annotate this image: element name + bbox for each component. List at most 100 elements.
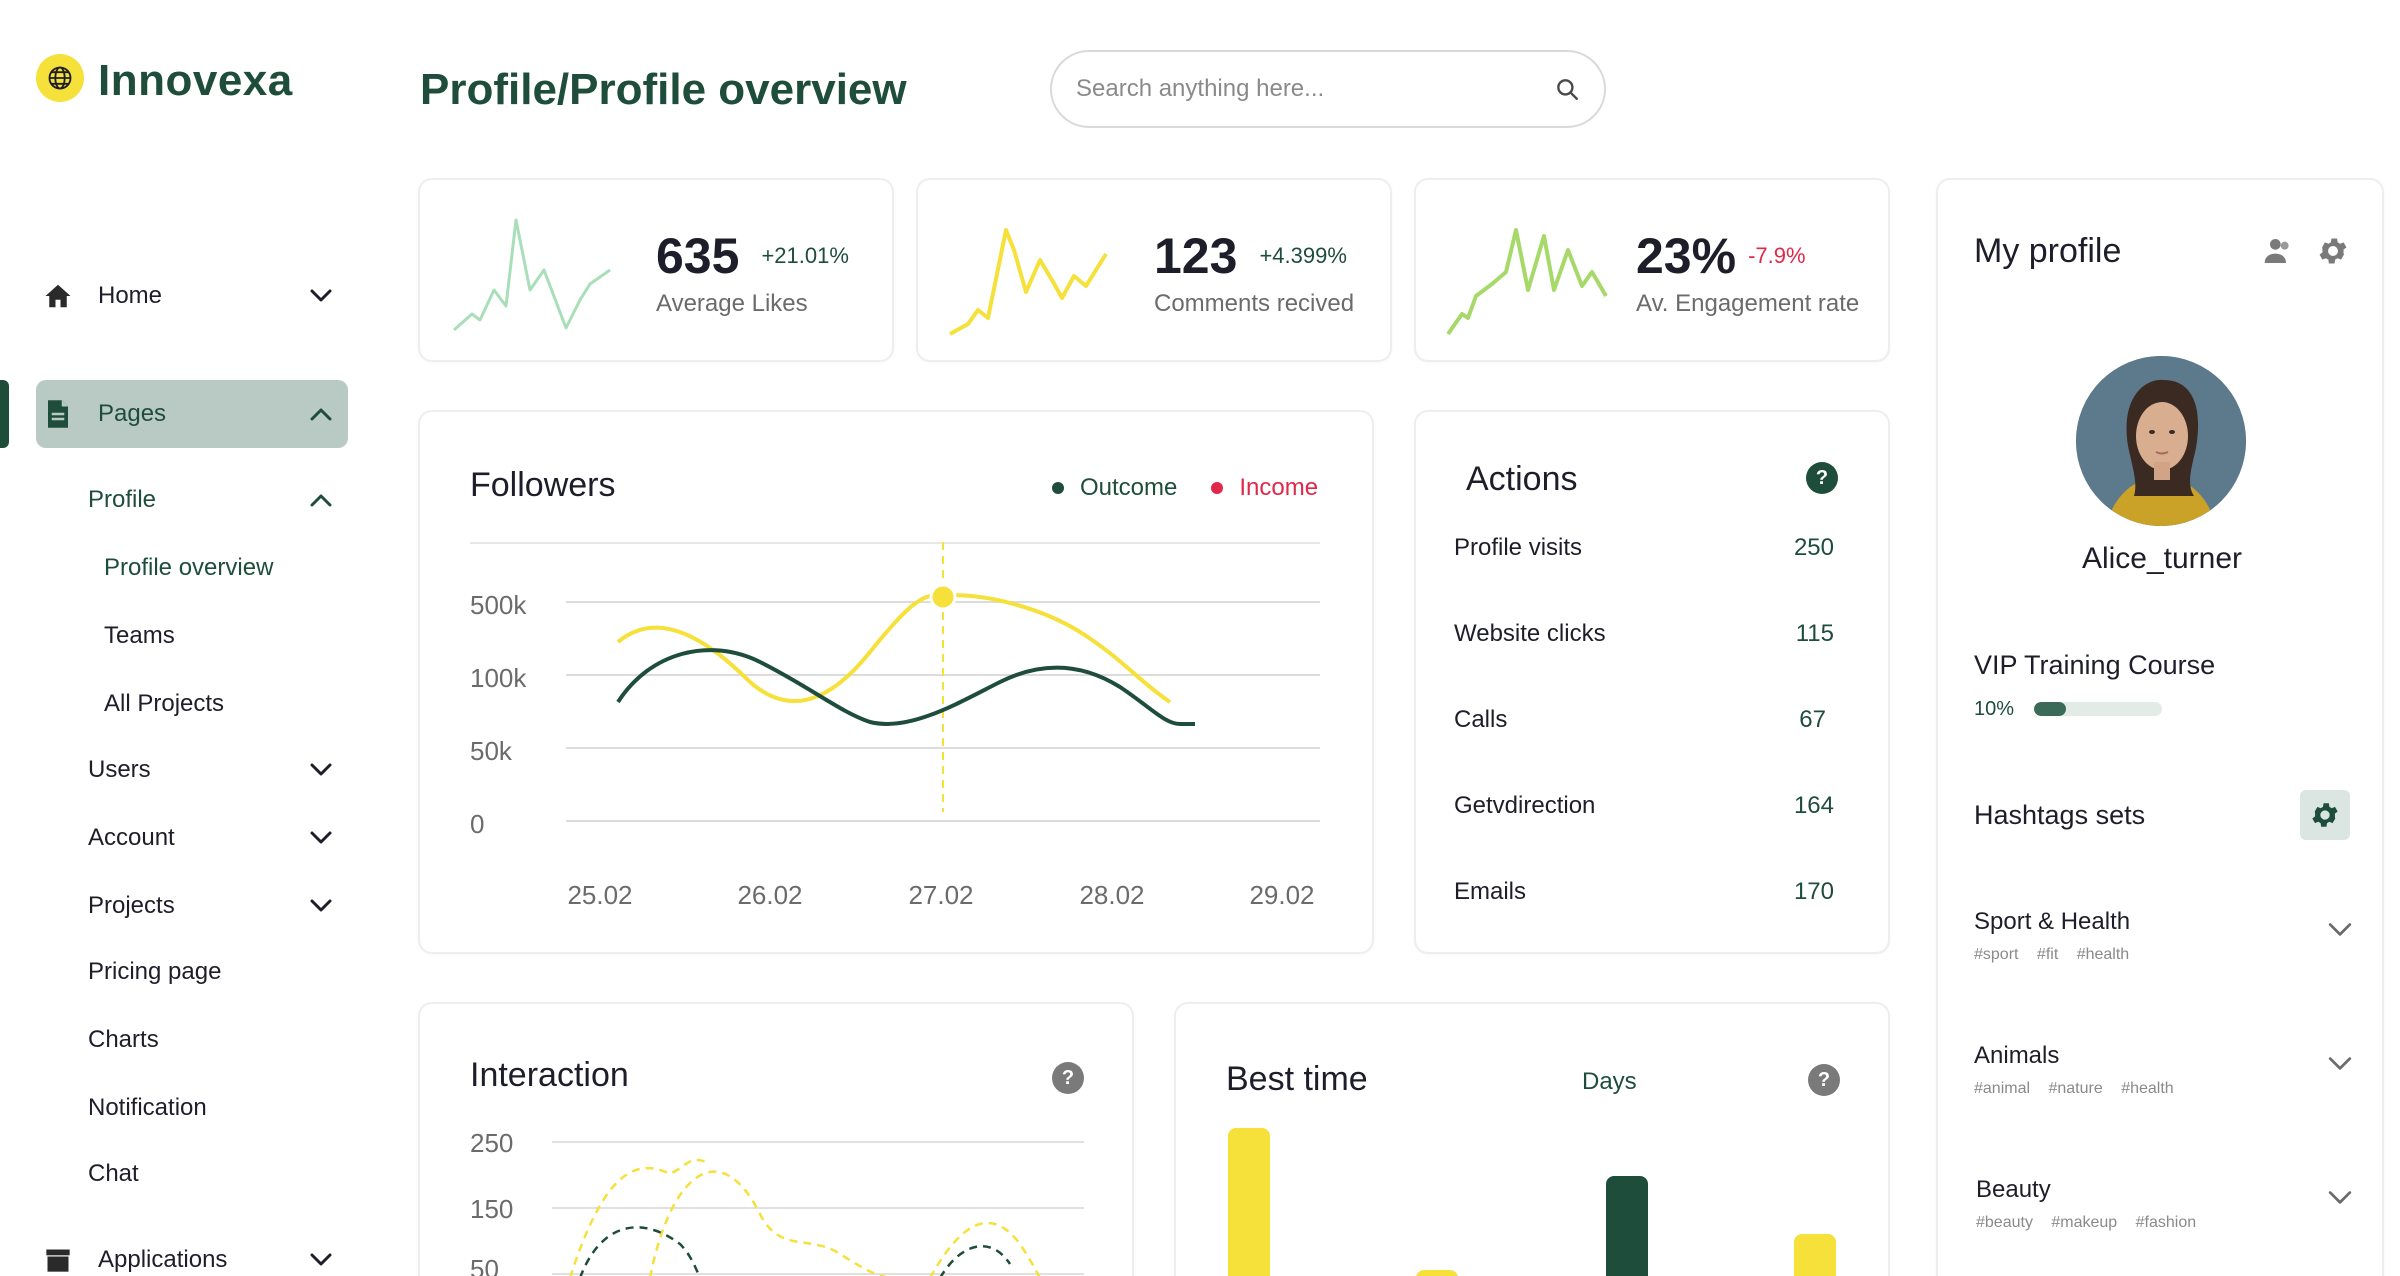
gear-icon [2312,803,2338,827]
action-row: Profile visits 250 [1454,534,1834,562]
archive-icon [42,1244,74,1276]
interaction-title: Interaction [470,1056,629,1094]
x-tick-label: 25.02 [567,880,632,910]
help-icon[interactable]: ? [1052,1062,1084,1094]
best-time-filter[interactable]: Days [1582,1068,1637,1095]
legend-item-income[interactable]: Income [1211,474,1318,502]
hashtag-settings-button[interactable] [2300,790,2350,840]
brand-name: Innovexa [98,56,293,105]
action-value: 67 [1799,706,1826,733]
sidebar-item-home[interactable]: Home [36,264,348,328]
search-bar[interactable] [1050,50,1606,128]
hashtag-set-name: Beauty [1976,1176,2051,1203]
profile-username: Alice_turner [2081,542,2243,575]
chevron-down-icon[interactable] [2328,1190,2352,1206]
sidebar-sub-label: Account [88,824,175,851]
action-row: Website clicks 115 [1454,620,1834,648]
sidebar-sub-pricing[interactable]: Pricing page [88,952,348,992]
course-progress-fill [2034,702,2066,716]
sidebar-item-label: Applications [98,1246,228,1273]
sidebar-sub-teams[interactable]: Teams [104,616,364,656]
bar[interactable] [1416,1270,1458,1276]
stat-change: +4.399% [1259,243,1347,268]
x-tick-label: 28.02 [1079,880,1144,910]
bar[interactable] [1228,1128,1270,1276]
chevron-down-icon[interactable] [306,823,336,853]
gear-icon[interactable] [2316,234,2350,273]
series-line-green [579,1226,701,1276]
chevron-up-icon[interactable] [306,485,336,515]
followers-card: Followers Outcome Income 500k 100k 50k 0… [418,410,1374,954]
sidebar-sub-projects[interactable]: Projects [88,886,348,926]
y-tick-label: 0 [470,809,484,839]
sidebar-sub-label: Teams [104,622,175,649]
sidebar-sub-label: Users [88,756,151,783]
avatar[interactable] [2076,356,2246,526]
chevron-down-icon[interactable] [306,1245,336,1275]
y-tick-label: 50k [470,736,513,766]
chevron-down-icon[interactable] [306,755,336,785]
action-label: Calls [1454,706,1508,733]
chevron-up-icon[interactable] [306,399,336,429]
y-tick-label: 500k [470,590,527,620]
search-input[interactable] [1076,75,1554,103]
sidebar-sub-label: Profile [88,486,157,513]
sidebar-sub-notification[interactable]: Notification [88,1088,348,1128]
users-icon[interactable] [2262,236,2294,271]
brand-logo[interactable] [36,54,84,102]
x-tick-label: 27.02 [908,880,973,910]
y-tick-label: 250 [470,1128,513,1158]
sidebar-sub-charts[interactable]: Charts [88,1020,348,1060]
series-line-green [939,1245,1012,1276]
action-row: Calls 67 [1454,706,1834,734]
legend-label: Outcome [1080,474,1178,501]
action-label: Profile visits [1454,534,1583,561]
best-time-title: Best time [1226,1060,1368,1098]
hashtag-set[interactable]: Sport & Health #sport #fit #health [1974,908,2354,964]
stat-value: 635 [656,228,740,284]
action-label: Getvdirection [1454,792,1596,819]
stat-change: +21.01% [761,243,849,268]
action-label: Website clicks [1454,620,1606,647]
followers-title: Followers [470,466,616,504]
sidebar-sub-users[interactable]: Users [88,750,348,790]
profile-panel: My profile Alice_turner VIP Training Cou… [1936,178,2384,1276]
sidebar-item-applications[interactable]: Applications [36,1228,348,1276]
stat-label: Av. Engagement rate [1636,290,1860,317]
sidebar-item-pages[interactable]: Pages [36,380,348,448]
sidebar-sub-account[interactable]: Account [88,818,348,858]
legend-dot [1052,482,1064,494]
chevron-down-icon[interactable] [2328,922,2352,938]
sidebar-sub-label: All Projects [104,690,225,717]
stat-card-comments: 123 +4.399% Comments recived [916,178,1392,362]
help-icon[interactable]: ? [1808,1064,1840,1096]
stat-card-engagement: 23% -7.9% Av. Engagement rate [1414,178,1890,362]
hashtag-set-tags: #sport #fit #health [1974,946,2130,963]
sidebar-sub-label: Notification [88,1094,207,1121]
sidebar-sub-profile-overview[interactable]: Profile overview [104,548,364,588]
series-income-line [616,593,1172,704]
course-progress-bar [2034,702,2162,716]
sidebar-sub-label: Chat [88,1160,139,1187]
y-tick-label: 50 [470,1254,499,1276]
bar[interactable] [1606,1176,1648,1276]
hashtag-set[interactable]: Beauty #beauty #makeup #fashion [1976,1176,2354,1232]
course-progress-label: 10% [1974,698,2015,720]
stat-value: 123 [1154,228,1238,284]
sidebar-sub-chat[interactable]: Chat [88,1154,348,1194]
series-line-yellow [929,1221,1041,1276]
help-icon[interactable]: ? [1806,462,1838,494]
search-icon[interactable] [1554,76,1580,102]
chevron-down-icon[interactable] [2328,1056,2352,1072]
bar[interactable] [1794,1234,1836,1276]
legend-item-outcome[interactable]: Outcome [1052,474,1177,502]
series-line-yellow [569,1158,711,1276]
chevron-down-icon[interactable] [306,891,336,921]
sidebar-sub-profile[interactable]: Profile [88,480,348,520]
chevron-down-icon[interactable] [306,281,336,311]
action-label: Emails [1454,878,1527,905]
hashtag-set[interactable]: Animals #animal #nature #health [1974,1042,2354,1098]
action-value: 164 [1793,792,1834,819]
action-value: 250 [1793,534,1834,561]
sidebar-sub-all-projects[interactable]: All Projects [104,684,364,724]
